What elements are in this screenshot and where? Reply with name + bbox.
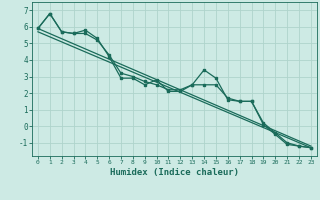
X-axis label: Humidex (Indice chaleur): Humidex (Indice chaleur) (110, 168, 239, 177)
